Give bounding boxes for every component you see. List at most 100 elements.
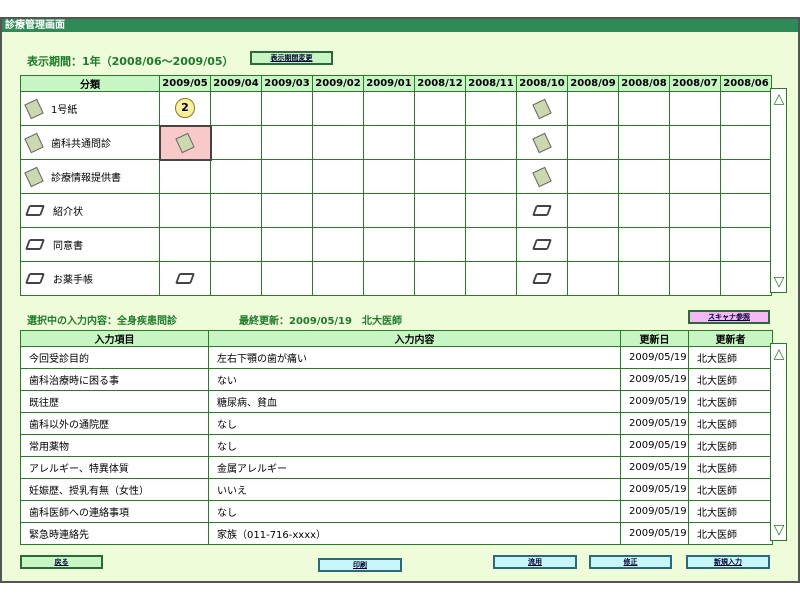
grid-cell[interactable]	[261, 193, 313, 228]
scroll-down-icon[interactable]: ▽	[773, 522, 785, 538]
grid-cell[interactable]	[159, 227, 211, 262]
grid-cell[interactable]	[567, 261, 619, 296]
grid-cell[interactable]	[669, 193, 721, 228]
scanner-reference-button[interactable]: スキャナ参照	[688, 310, 770, 324]
grid-cell[interactable]	[159, 193, 211, 228]
grid-cell[interactable]	[618, 227, 670, 262]
detail-scrollbar[interactable]: △ ▽	[770, 343, 787, 541]
grid-cell[interactable]	[618, 125, 670, 160]
category-cell[interactable]: 紹介状	[20, 193, 160, 228]
category-cell[interactable]: 同意書	[20, 227, 160, 262]
print-button[interactable]: 印刷	[318, 558, 402, 572]
grid-cell[interactable]	[414, 125, 466, 160]
grid-cell[interactable]	[618, 193, 670, 228]
grid-cell[interactable]	[720, 227, 772, 262]
grid-cell[interactable]	[312, 125, 364, 160]
grid-cell[interactable]	[261, 227, 313, 262]
grid-cell[interactable]	[363, 261, 415, 296]
back-button[interactable]: 戻る	[20, 555, 103, 569]
grid-cell[interactable]	[363, 125, 415, 160]
grid-cell[interactable]	[312, 91, 364, 126]
grid-cell[interactable]	[567, 193, 619, 228]
grid-cell[interactable]	[261, 125, 313, 160]
table-row[interactable]: 歯科以外の通院歴 なし 2009/05/19 北大医師	[20, 412, 773, 435]
grid-cell[interactable]	[669, 227, 721, 262]
grid-cell[interactable]	[210, 193, 262, 228]
grid-cell[interactable]	[210, 159, 262, 194]
grid-cell[interactable]	[567, 227, 619, 262]
grid-cell[interactable]	[210, 261, 262, 296]
table-row[interactable]: 既往歴 糖尿病、貧血 2009/05/19 北大医師	[20, 390, 773, 413]
grid-cell[interactable]	[720, 91, 772, 126]
grid-cell[interactable]	[210, 227, 262, 262]
grid-cell[interactable]	[516, 261, 568, 296]
grid-cell[interactable]	[669, 125, 721, 160]
grid-cell[interactable]: 2	[159, 91, 211, 126]
grid-scrollbar[interactable]: △ ▽	[770, 88, 787, 293]
table-row[interactable]: 今回受診目的 左右下顎の歯が痛い 2009/05/19 北大医師	[20, 346, 773, 369]
grid-cell[interactable]	[312, 227, 364, 262]
grid-cell[interactable]	[261, 261, 313, 296]
grid-cell[interactable]	[720, 261, 772, 296]
table-row[interactable]: 緊急時連絡先 家族（011-716-xxxx） 2009/05/19 北大医師	[20, 522, 773, 545]
grid-cell[interactable]	[414, 159, 466, 194]
grid-cell[interactable]	[669, 159, 721, 194]
category-cell[interactable]: 診療情報提供書	[20, 159, 160, 194]
grid-cell[interactable]	[210, 125, 262, 160]
category-cell[interactable]: 1号紙	[20, 91, 160, 126]
table-row[interactable]: 妊娠歴、授乳有無（女性） いいえ 2009/05/19 北大医師	[20, 478, 773, 501]
grid-cell[interactable]	[720, 193, 772, 228]
grid-cell[interactable]	[465, 91, 517, 126]
grid-cell[interactable]	[465, 125, 517, 160]
table-row[interactable]: 歯科医師への連絡事項 なし 2009/05/19 北大医師	[20, 500, 773, 523]
grid-cell[interactable]	[618, 261, 670, 296]
table-row[interactable]: 常用薬物 なし 2009/05/19 北大医師	[20, 434, 773, 457]
scroll-down-icon[interactable]: ▽	[773, 274, 785, 290]
reuse-button[interactable]: 流用	[493, 555, 577, 569]
grid-cell[interactable]	[158, 124, 212, 161]
grid-cell[interactable]	[414, 91, 466, 126]
grid-cell[interactable]	[312, 261, 364, 296]
grid-cell[interactable]	[516, 227, 568, 262]
grid-cell[interactable]	[516, 159, 568, 194]
change-period-button[interactable]: 表示期間変更	[250, 51, 333, 65]
grid-cell[interactable]	[720, 125, 772, 160]
grid-cell[interactable]	[465, 227, 517, 262]
grid-cell[interactable]	[567, 159, 619, 194]
table-row[interactable]: アレルギー、特異体質 金属アレルギー 2009/05/19 北大医師	[20, 456, 773, 479]
grid-cell[interactable]	[516, 125, 568, 160]
grid-cell[interactable]	[465, 193, 517, 228]
grid-cell[interactable]	[363, 91, 415, 126]
grid-cell[interactable]	[363, 227, 415, 262]
grid-cell[interactable]	[465, 159, 517, 194]
grid-cell[interactable]	[261, 91, 313, 126]
grid-cell[interactable]	[516, 193, 568, 228]
grid-cell[interactable]	[669, 91, 721, 126]
category-cell[interactable]: お薬手帳	[20, 261, 160, 296]
scroll-up-icon[interactable]: △	[773, 346, 785, 362]
grid-cell[interactable]	[669, 261, 721, 296]
grid-cell[interactable]	[567, 125, 619, 160]
grid-cell[interactable]	[261, 159, 313, 194]
grid-cell[interactable]	[720, 159, 772, 194]
grid-cell[interactable]	[414, 193, 466, 228]
grid-cell[interactable]	[618, 159, 670, 194]
grid-cell[interactable]	[159, 159, 211, 194]
edit-button[interactable]: 修正	[589, 555, 672, 569]
category-cell[interactable]: 歯科共通問診	[20, 125, 160, 160]
grid-cell[interactable]	[312, 193, 364, 228]
grid-cell[interactable]	[312, 159, 364, 194]
scroll-up-icon[interactable]: △	[773, 91, 785, 107]
table-row[interactable]: 歯科治療時に困る事 ない 2009/05/19 北大医師	[20, 368, 773, 391]
grid-cell[interactable]	[414, 261, 466, 296]
grid-cell[interactable]	[414, 227, 466, 262]
grid-cell[interactable]	[210, 91, 262, 126]
grid-cell[interactable]	[363, 159, 415, 194]
grid-cell[interactable]	[618, 91, 670, 126]
new-entry-button[interactable]: 新規入力	[686, 555, 770, 569]
grid-cell[interactable]	[567, 91, 619, 126]
grid-cell[interactable]	[516, 91, 568, 126]
grid-cell[interactable]	[159, 261, 211, 296]
grid-cell[interactable]	[363, 193, 415, 228]
grid-cell[interactable]	[465, 261, 517, 296]
